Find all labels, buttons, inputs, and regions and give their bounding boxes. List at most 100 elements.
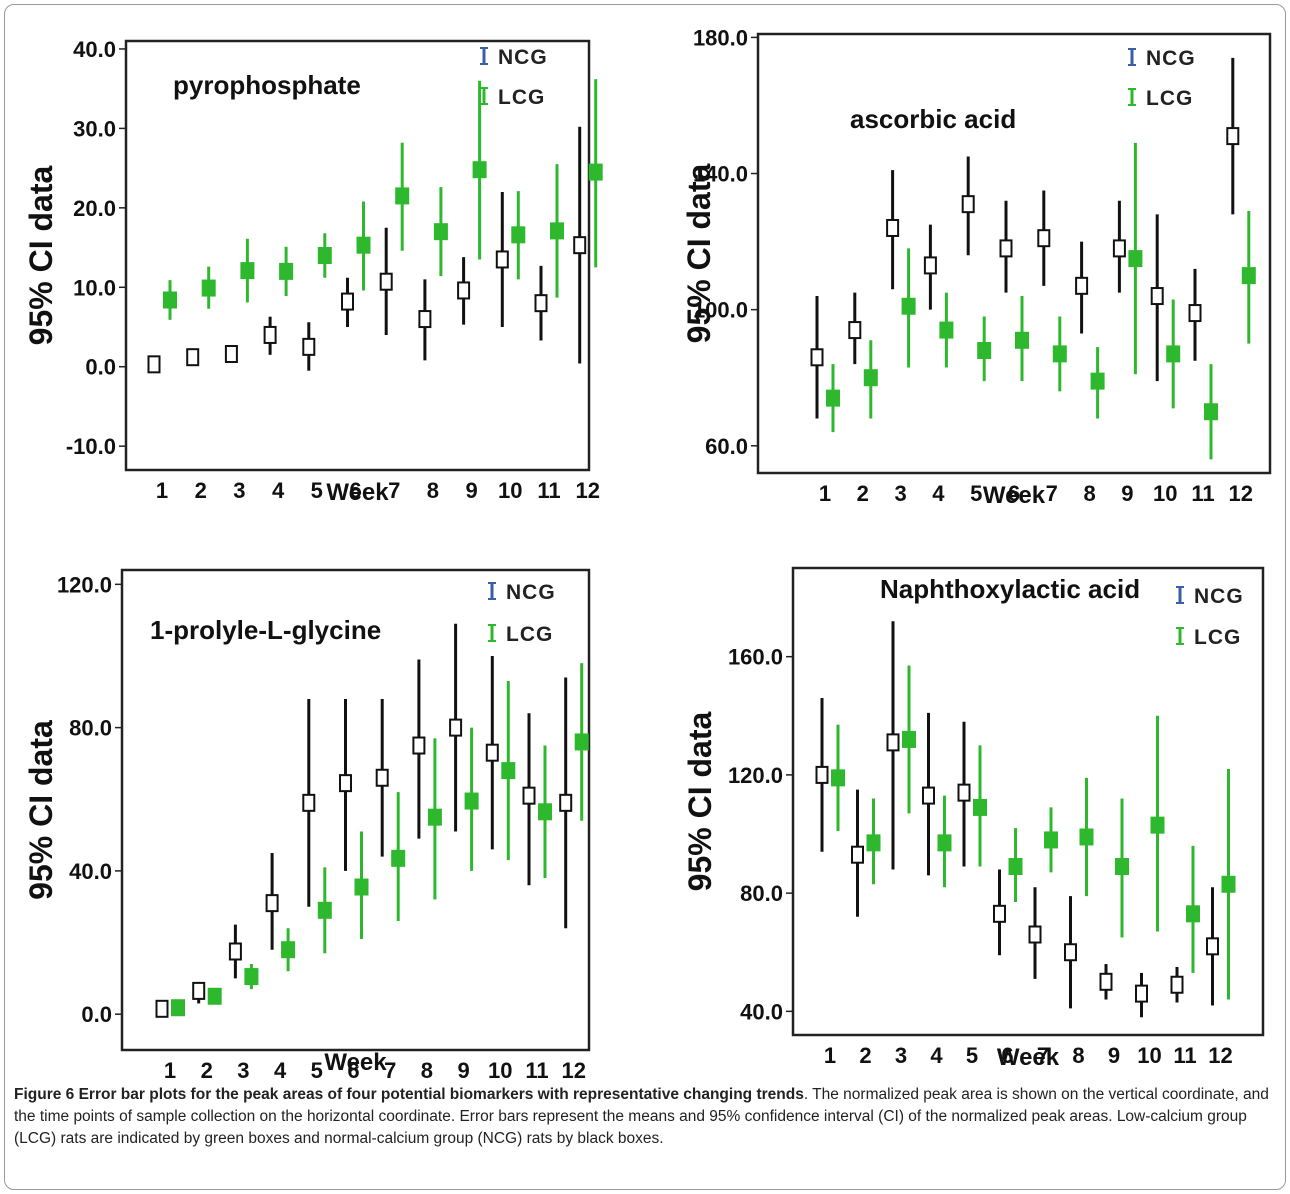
ncg-point-week-10 — [1135, 972, 1148, 1018]
ncg-point-week-6 — [999, 200, 1013, 293]
x-tick-label: 12 — [561, 1058, 585, 1080]
x-tick-label: 10 — [1137, 1043, 1161, 1068]
ncg-point-week-3 — [228, 924, 242, 979]
lcg-point-week-6 — [1015, 296, 1029, 382]
ncg-point-week-8 — [412, 659, 426, 839]
mean-box — [1115, 858, 1129, 876]
mean-box — [163, 291, 177, 309]
mean-box — [810, 348, 824, 367]
lcg-point-week-5 — [317, 867, 332, 954]
lcg-point-week-11 — [550, 164, 564, 298]
ncg-point-week-6 — [993, 869, 1006, 956]
lcg-point-week-11 — [538, 745, 552, 879]
x-tick-label: 7 — [1037, 1043, 1049, 1068]
lcg-point-week-2 — [207, 987, 222, 1005]
mean-box — [1135, 984, 1148, 1003]
ncg-point-week-1 — [810, 296, 824, 419]
plot-frame — [124, 39, 591, 472]
lcg-point-week-6 — [356, 201, 371, 291]
x-tick-label: 2 — [859, 1043, 871, 1068]
mean-box — [1037, 229, 1051, 248]
x-tick-label: 6 — [347, 1058, 359, 1080]
legend-ncg: NCG — [1176, 585, 1244, 608]
lcg-point-week-3 — [240, 238, 255, 303]
series-ncg — [815, 621, 1219, 1018]
lcg-point-week-12 — [588, 79, 603, 268]
ncg-point-week-7 — [379, 227, 393, 335]
mean-box — [1204, 403, 1218, 421]
mean-box — [379, 272, 393, 291]
mean-box — [302, 337, 316, 356]
lcg-point-week-9 — [464, 727, 479, 871]
y-tick-label: 80.0 — [740, 881, 783, 906]
ncg-point-week-8 — [418, 279, 432, 361]
chart-title: Naphthoxylactic acid — [880, 574, 1140, 604]
mean-box — [973, 798, 987, 816]
legend-label: NCG — [1194, 585, 1244, 608]
mean-box — [412, 736, 426, 755]
mean-box — [901, 297, 916, 315]
x-axis-label: Week — [983, 482, 1046, 509]
ncg-point-week-2 — [848, 292, 862, 365]
y-axis-label: 95% CI data — [681, 163, 717, 343]
lcg-point-week-7 — [391, 792, 406, 922]
x-tick-label: 9 — [465, 478, 477, 503]
mean-box — [848, 321, 862, 340]
mean-box — [171, 999, 185, 1017]
ncg-point-week-12 — [1206, 887, 1219, 1006]
mean-box — [1188, 304, 1202, 323]
mean-box — [356, 236, 371, 254]
ncg-point-week-5 — [961, 156, 975, 256]
x-tick-label: 8 — [421, 1058, 433, 1080]
mean-box — [993, 904, 1006, 923]
mean-box — [923, 256, 937, 275]
mean-box — [1206, 937, 1219, 956]
ncg-point-week-5 — [302, 322, 316, 371]
mean-box — [922, 786, 935, 805]
plot-frame — [120, 568, 591, 1052]
chart-1: -10.00.010.020.030.040.01 2 3 4 5 6 7 8 9 10 11 129… — [23, 37, 603, 506]
figure-caption: Figure 6 Error bar plots for the peak ar… — [14, 1084, 1280, 1150]
mean-box — [534, 294, 548, 313]
mean-box — [192, 981, 206, 1000]
x-tick-label: 12 — [1229, 481, 1253, 506]
chart-title: pyrophosphate — [173, 70, 361, 100]
lcg-point-week-2 — [866, 798, 881, 885]
legend-ncg: NCG — [1128, 47, 1196, 70]
lcg-point-week-3 — [902, 665, 916, 814]
lcg-point-week-9 — [1115, 798, 1129, 938]
mean-box — [317, 901, 332, 919]
series-lcg — [171, 663, 589, 1017]
mean-box — [495, 250, 509, 269]
x-axis-label: Week — [997, 1044, 1060, 1071]
x-tick-label: 8 — [1083, 481, 1095, 506]
ncg-point-week-10 — [1150, 214, 1164, 382]
lcg-point-week-5 — [973, 745, 987, 867]
mean-box — [207, 987, 222, 1005]
chart-title: ascorbic acid — [850, 104, 1016, 134]
legend-lcg: LCG — [1128, 87, 1192, 110]
y-axis-label: 95% CI data — [23, 720, 59, 900]
y-axis-label: 95% CI data — [682, 711, 718, 891]
ncg-point-week-1 — [147, 355, 161, 374]
x-tick-label: 4 — [272, 478, 285, 503]
legend-lcg: LCG — [1176, 626, 1240, 649]
mean-box — [1015, 331, 1029, 349]
ncg-point-week-3 — [886, 621, 900, 870]
legend-label: NCG — [1146, 47, 1196, 70]
lcg-point-week-7 — [1052, 316, 1067, 392]
mean-box — [1099, 972, 1113, 991]
mean-box — [1044, 831, 1058, 849]
y-tick-label: 140.0 — [693, 162, 748, 187]
mean-box — [472, 161, 487, 179]
mean-box — [939, 321, 954, 339]
y-axis-label: 95% CI data — [23, 165, 59, 345]
x-tick-label: 11 — [1191, 481, 1214, 506]
lcg-point-week-7 — [395, 142, 410, 251]
mean-box — [1150, 816, 1165, 834]
mean-box — [433, 223, 448, 241]
x-tick-label: 5 — [311, 1058, 323, 1080]
lcg-point-week-3 — [901, 248, 916, 368]
x-tick-label: 7 — [388, 478, 400, 503]
caption-body: . The normalized peak area is shown on t… — [14, 1086, 1269, 1147]
